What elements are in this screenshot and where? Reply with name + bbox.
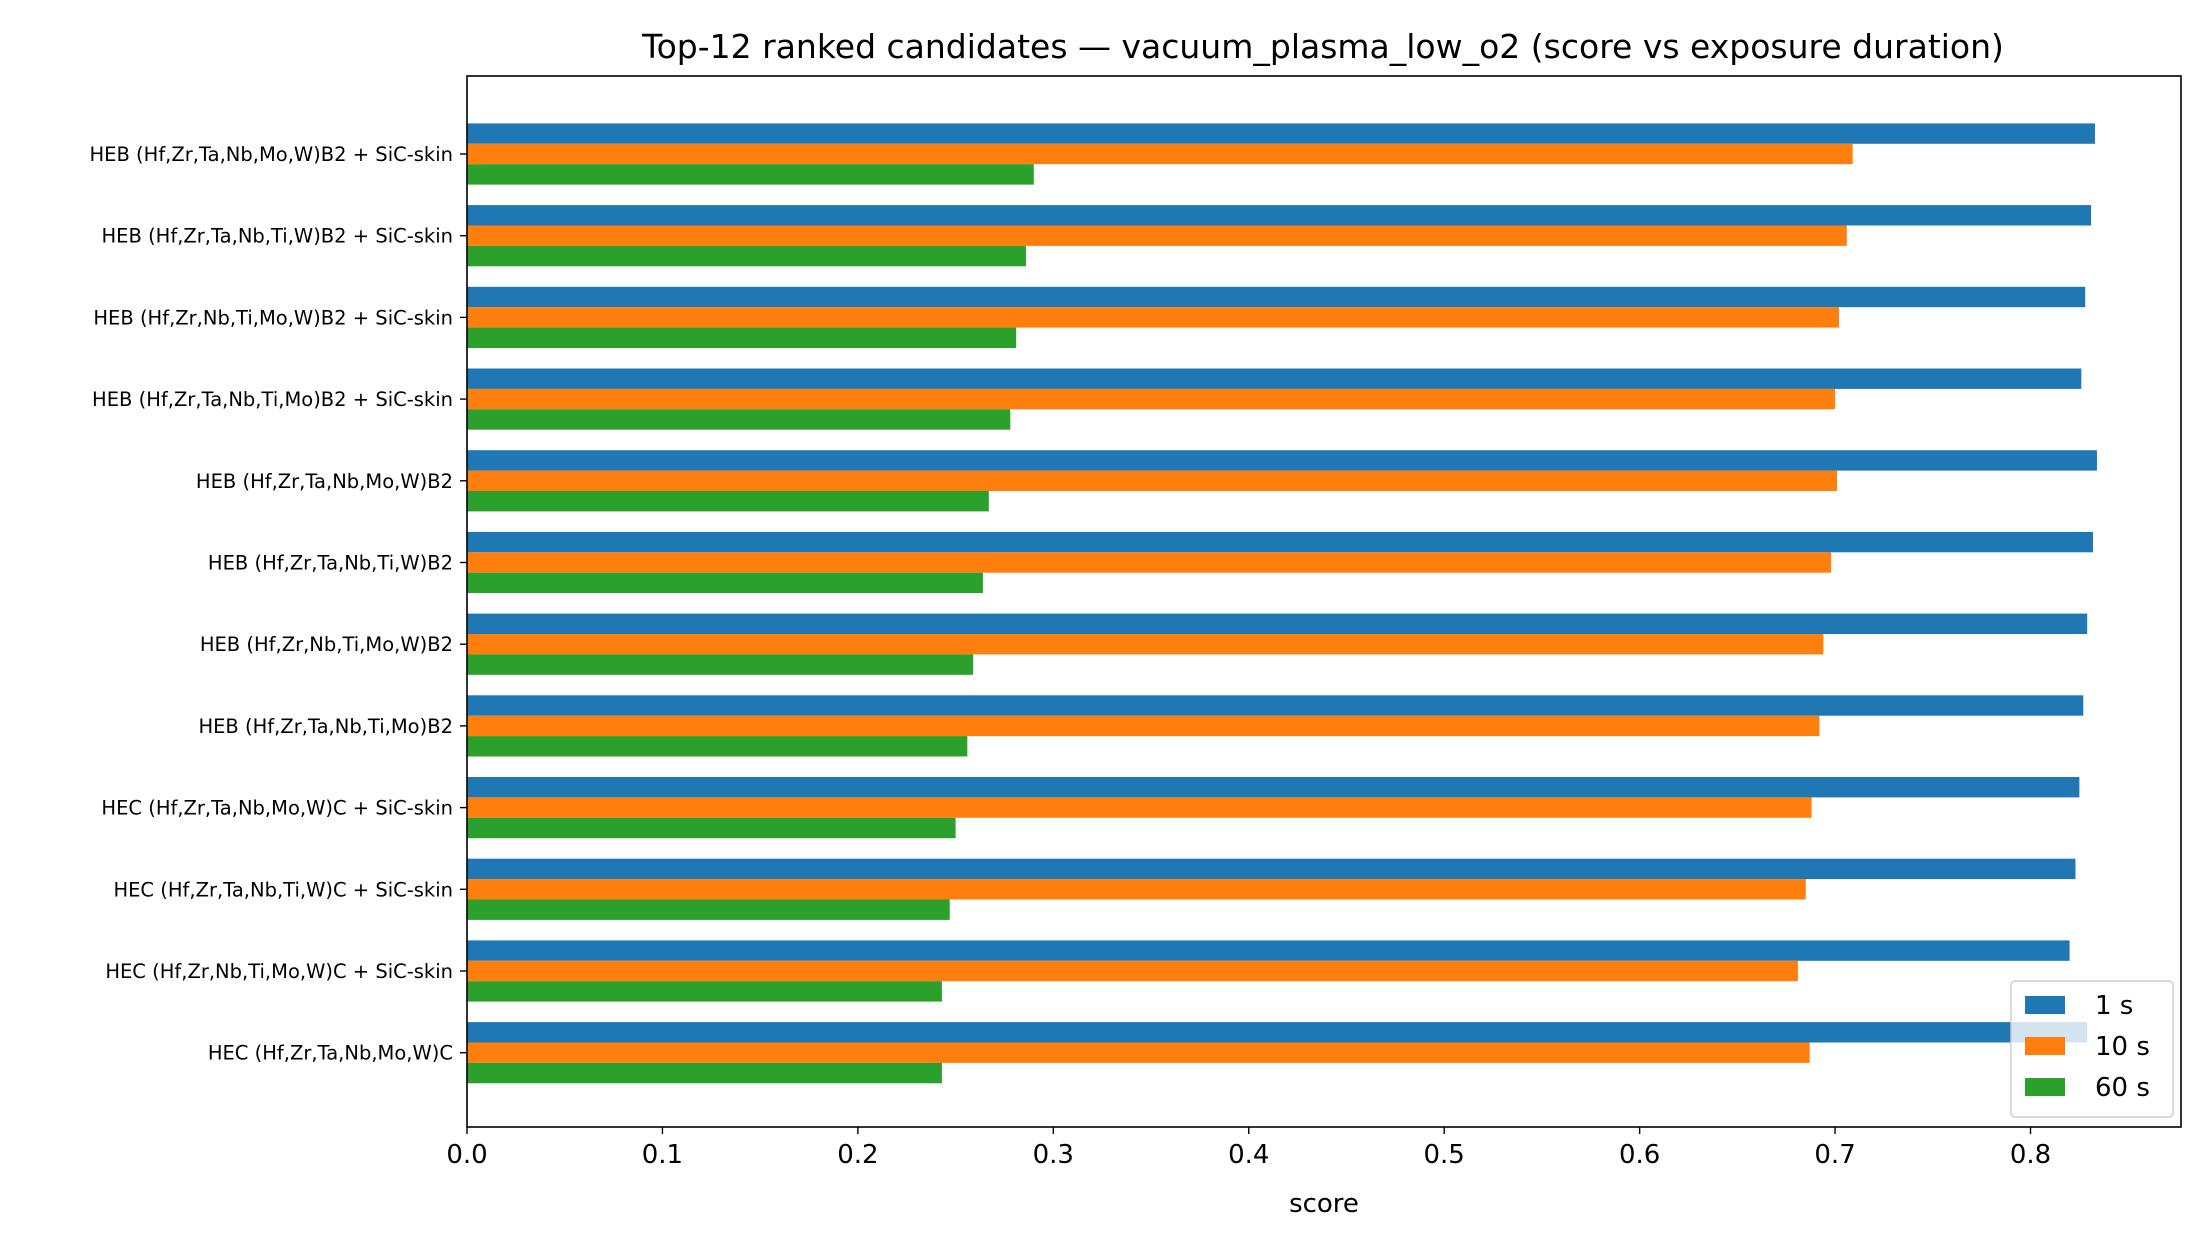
x-tick-label: 0.8	[2010, 1140, 2051, 1170]
y-tick-label: HEB (Hf,Zr,Ta,Nb,Ti,W)B2	[208, 552, 453, 575]
bar-60s-10	[467, 899, 950, 920]
x-tick-label: 0.1	[642, 1140, 683, 1170]
y-tick-label: HEB (Hf,Zr,Ta,Nb,Mo,W)B2 + SiC-skin	[89, 143, 453, 166]
bar-1s-3	[467, 286, 2086, 308]
x-tick-label: 0.0	[446, 1140, 487, 1170]
bar-10s-3	[467, 307, 1839, 328]
x-tick-label: 0.2	[837, 1140, 878, 1170]
bar-60s-8	[467, 736, 968, 757]
bar-1s-5	[467, 450, 2097, 471]
bar-60s-5	[467, 491, 989, 512]
y-axis: HEB (Hf,Zr,Ta,Nb,Mo,W)B2 + SiC-skin HEB (…	[89, 143, 467, 1065]
bar-1s-8	[467, 695, 2084, 716]
legend-swatch	[2025, 1078, 2065, 1096]
bar-10s-4	[467, 388, 1836, 410]
bar-1s-7	[467, 613, 2088, 634]
y-tick-label: HEB (Hf,Zr,Ta,Nb,Ti,Mo)B2	[198, 715, 453, 738]
y-tick-label: HEB (Hf,Zr,Nb,Ti,Mo,W)B2 + SiC-skin	[93, 306, 453, 329]
bar-60s-9	[467, 817, 956, 839]
legend-swatch	[2025, 1037, 2065, 1055]
bar-1s-10	[467, 858, 2076, 880]
x-axis: 0.0 0.1 0.2 0.3 0.4 0.5 0.6 0.7 0.8	[446, 1127, 2051, 1170]
x-tick-label: 0.6	[1619, 1140, 1660, 1170]
y-tick-label: HEC (Hf,Zr,Ta,Nb,Ti,W)C + SiC-skin	[113, 878, 453, 901]
x-tick-label: 0.5	[1424, 1140, 1465, 1170]
bar-10s-10	[467, 879, 1806, 900]
bar-60s-11	[467, 981, 942, 1002]
bar-1s-6	[467, 531, 2094, 553]
bar-1s-11	[467, 940, 2070, 961]
bar-1s-9	[467, 777, 2080, 798]
bars-layer	[467, 123, 2097, 1084]
bar-60s-2	[467, 245, 1026, 267]
chart-title: Top-12 ranked candidates — vacuum_plasma…	[641, 27, 2004, 66]
bar-60s-3	[467, 327, 1017, 348]
legend: 1 s 10 s 60 s	[2010, 980, 2174, 1118]
y-tick-label: HEC (Hf,Zr,Ta,Nb,Mo,W)C	[208, 1042, 453, 1065]
bar-10s-7	[467, 634, 1824, 655]
bar-1s-2	[467, 205, 2092, 226]
bar-10s-9	[467, 797, 1812, 818]
bar-10s-11	[467, 960, 1798, 982]
bar-1s-4	[467, 368, 2082, 389]
x-tick-label: 0.7	[1814, 1140, 1855, 1170]
y-tick-label: HEB (Hf,Zr,Ta,Nb,Mo,W)B2	[196, 470, 453, 493]
bar-60s-1	[467, 164, 1034, 185]
bar-10s-1	[467, 143, 1853, 165]
bar-1s-1	[467, 123, 2096, 144]
legend-label: 10 s	[2095, 1032, 2150, 1062]
bar-10s-8	[467, 715, 1820, 737]
legend-label: 1 s	[2095, 991, 2133, 1021]
y-tick-label: HEB (Hf,Zr,Nb,Ti,Mo,W)B2	[200, 633, 453, 656]
x-tick-label: 0.4	[1228, 1140, 1269, 1170]
x-tick-label: 0.3	[1033, 1140, 1074, 1170]
x-axis-label: score	[1289, 1189, 1359, 1219]
bar-60s-12	[467, 1062, 942, 1084]
bar-10s-5	[467, 470, 1838, 491]
bar-10s-12	[467, 1042, 1810, 1063]
bar-1s-12	[467, 1022, 2088, 1043]
y-tick-label: HEB (Hf,Zr,Ta,Nb,Ti,W)B2 + SiC-skin	[102, 225, 453, 248]
bar-10s-6	[467, 552, 1832, 573]
bar-60s-4	[467, 409, 1011, 430]
bar-60s-7	[467, 654, 974, 675]
y-tick-label: HEC (Hf,Zr,Ta,Nb,Mo,W)C + SiC-skin	[101, 797, 453, 820]
y-tick-label: HEB (Hf,Zr,Ta,Nb,Ti,Mo)B2 + SiC-skin	[92, 388, 453, 411]
legend-swatch	[2025, 996, 2065, 1014]
bar-60s-6	[467, 572, 983, 594]
legend-label: 60 s	[2095, 1073, 2150, 1103]
y-tick-label: HEC (Hf,Zr,Nb,Ti,Mo,W)C + SiC-skin	[105, 960, 453, 983]
plot-frame	[466, 75, 2182, 1128]
bar-10s-2	[467, 225, 1847, 246]
